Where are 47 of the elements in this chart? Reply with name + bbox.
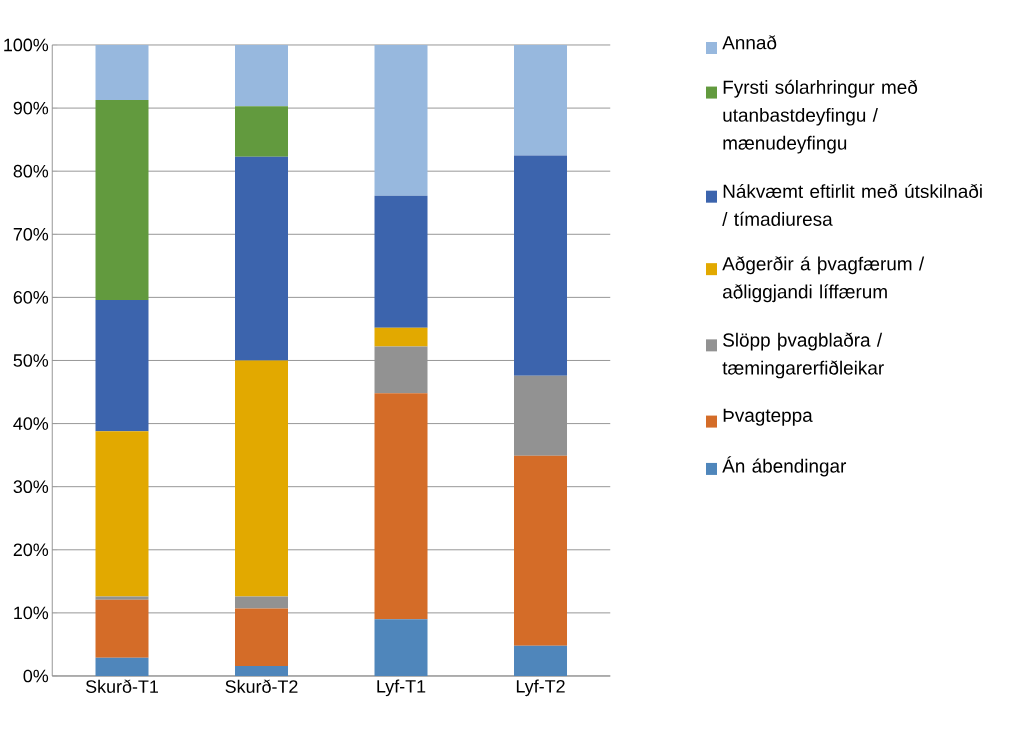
bar: [374, 327, 428, 347]
bar: [374, 393, 428, 620]
y-tick-label: 10%: [14, 606, 49, 620]
bar: [374, 44, 428, 196]
bar: [95, 299, 149, 432]
bar: [95, 657, 149, 676]
bar: [95, 599, 149, 658]
bar: [514, 155, 568, 376]
x-tick-label: Skurð-T1: [85, 679, 158, 693]
y-tick-label: 20%: [13, 543, 49, 557]
y-tick-label: 0%: [23, 669, 49, 683]
legend-label: Aðgerðir á þvagfærum / aðliggjandi líffærum: [722, 256, 925, 303]
y-tick-label: 30%: [13, 480, 49, 494]
bar: [235, 44, 289, 107]
bar: [235, 360, 289, 597]
bar: [514, 44, 568, 156]
bar: [95, 44, 149, 100]
bar: [235, 156, 289, 361]
bar: [514, 375, 568, 456]
y-tick-label: 70%: [13, 227, 49, 241]
bar: [95, 596, 149, 600]
legend-label: Fyrsti sólarhringur með utanbastdeyfingu / mænudeyfingu: [723, 79, 918, 154]
bar: [514, 455, 568, 646]
bar: [235, 106, 289, 157]
bar: [95, 99, 149, 300]
legend-label: Þvagteppa: [723, 408, 813, 426]
bar: [235, 596, 289, 609]
legend-label: Annað: [722, 35, 777, 50]
bar: [235, 665, 289, 676]
bar: [95, 431, 149, 597]
legend-label: Nákvæmt eftirlit með útskilnaði / tímadiuresa: [722, 183, 982, 226]
y-tick-label: 100%: [4, 38, 49, 52]
y-tick-label: 90%: [13, 101, 49, 115]
bar: [235, 608, 289, 666]
y-tick-label: 40%: [13, 417, 49, 430]
x-tick-label: Lyf-T2: [516, 679, 565, 697]
legend-label: Án ábendingar: [722, 456, 847, 477]
x-tick-label: Skurð-T2: [225, 679, 298, 693]
y-tick-label: 60%: [13, 291, 49, 304]
bar: [374, 346, 428, 394]
bar: [374, 619, 428, 676]
y-tick-label: 50%: [13, 354, 49, 367]
y-tick-label: 80%: [13, 164, 49, 178]
bar: [374, 195, 428, 328]
legend-label: Slöpp þvagblaðra / tæmingarerfiðleikar: [722, 332, 884, 379]
bar: [514, 645, 568, 676]
x-tick-label: Lyf-T1: [377, 679, 426, 697]
